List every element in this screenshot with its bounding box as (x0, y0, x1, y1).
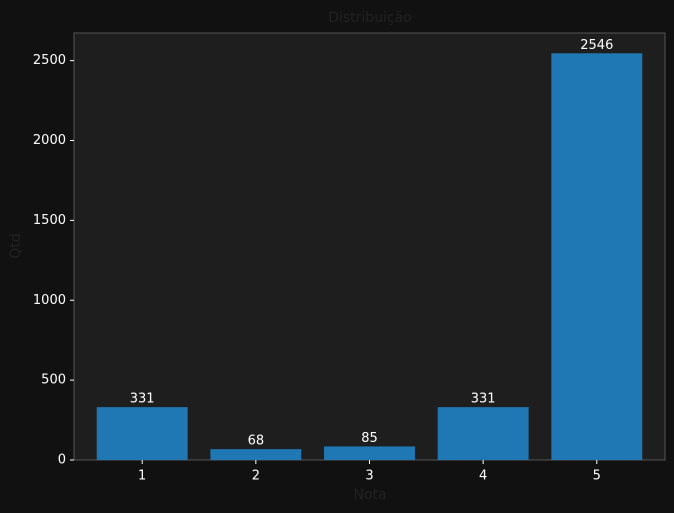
x-tick-label: 2 (252, 469, 260, 484)
bar (551, 53, 643, 461)
y-tick-label: 1000 (33, 293, 66, 308)
y-tick-label: 2000 (33, 133, 66, 148)
data-label: 331 (471, 392, 496, 407)
y-tick-label: 0 (58, 453, 66, 468)
x-tick-label: 1 (138, 469, 146, 484)
y-tick-label: 2500 (33, 53, 66, 68)
x-tick-label: 4 (479, 469, 487, 484)
bar (210, 449, 302, 460)
data-label: 2546 (580, 38, 613, 53)
bar (324, 446, 415, 460)
y-tick-label: 1500 (33, 213, 66, 228)
y-tick-label: 500 (41, 373, 66, 388)
bar (96, 407, 188, 460)
data-label: 331 (130, 392, 155, 407)
x-tick-label: 5 (593, 469, 601, 484)
chart-title: Distribuição (328, 10, 412, 26)
x-axis-label: Nota (353, 487, 386, 503)
data-label: 68 (248, 434, 265, 449)
bar (437, 407, 529, 460)
y-axis-label: Qtd (8, 233, 24, 258)
data-label: 85 (361, 431, 378, 446)
x-tick-label: 3 (365, 469, 373, 484)
